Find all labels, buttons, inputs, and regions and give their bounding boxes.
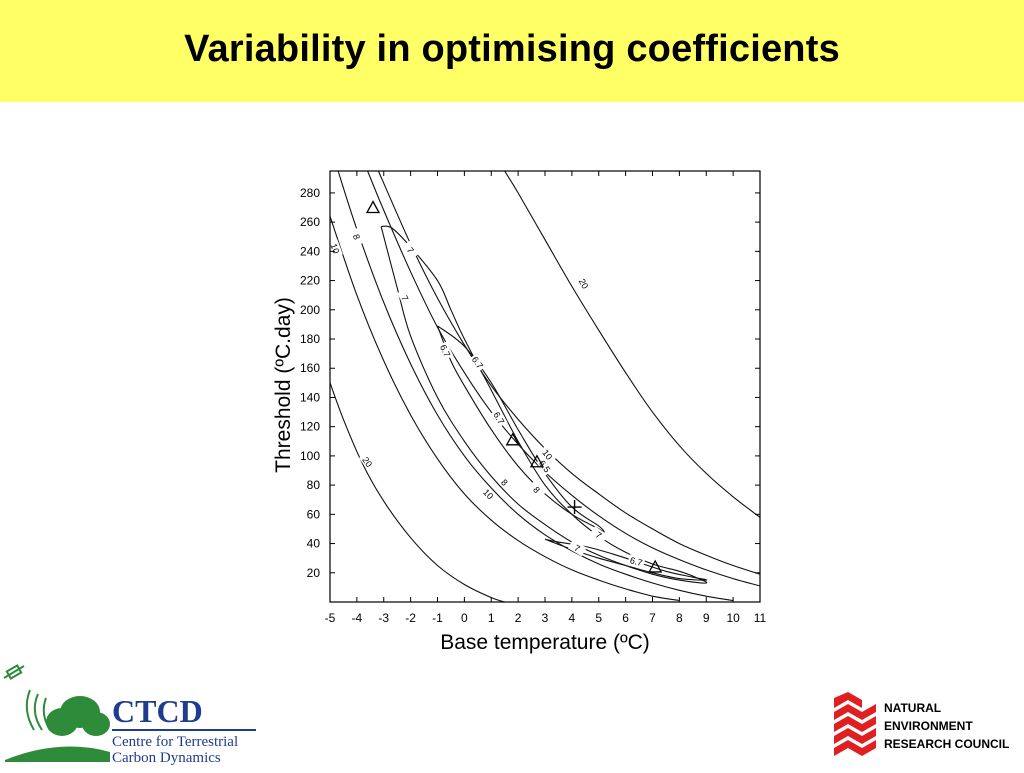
contour-label-bg: [479, 484, 498, 504]
contour-line-6-7: [436, 325, 605, 533]
y-tick-label: 160: [300, 361, 320, 375]
ctcd-name: CTCD: [112, 693, 203, 729]
contour-line-7: [380, 225, 708, 584]
nerc-line3: RESEARCH COUNCIL: [884, 737, 1009, 751]
contour-label-bg: [527, 480, 546, 499]
contour-line-10: [377, 171, 760, 575]
contour-label-bg: [397, 288, 414, 308]
x-tick-label: -3: [378, 611, 389, 625]
contour-label: 6.7: [438, 343, 452, 359]
triangle-marker: [505, 432, 520, 446]
satellite-icon: [3, 664, 25, 680]
contour-line-20: [504, 171, 760, 518]
y-tick-label: 120: [300, 420, 320, 434]
contour-label-bg: [538, 445, 557, 464]
nerc-logo: NATURAL ENVIRONMENT RESEARCH COUNCIL: [828, 690, 1024, 760]
ctcd-logo: CTCD Centre for Terrestrial Carbon Dynam…: [0, 660, 270, 768]
x-tick-label: 5: [595, 611, 602, 625]
x-tick-label: -1: [432, 611, 443, 625]
x-tick-label: 10: [726, 611, 740, 625]
x-tick-label: 3: [542, 611, 549, 625]
contour-label: 20: [360, 455, 374, 469]
title-bar: Variability in optimising coefficients: [0, 0, 1024, 102]
contour-label: 7: [399, 294, 410, 303]
y-tick-label: 80: [307, 478, 321, 492]
slide-title: Variability in optimising coefficients: [184, 28, 840, 70]
contour-line-8: [367, 171, 760, 587]
x-tick-label: 0: [461, 611, 468, 625]
y-tick-label: 200: [300, 303, 320, 317]
contour-label-bg: [401, 240, 420, 260]
nerc-line2: ENVIRONMENT: [884, 719, 973, 733]
ctcd-line2: Carbon Dynamics: [112, 750, 221, 766]
y-tick-label: 180: [300, 332, 320, 346]
y-tick-label: 140: [300, 390, 320, 404]
ctcd-line1: Centre for Terrestrial: [112, 734, 238, 750]
contour-label-bg: [589, 526, 609, 544]
y-tick-label: 60: [307, 507, 321, 521]
y-axis-label: Threshold (ºC.day): [272, 297, 295, 473]
contour-label: 8: [499, 477, 510, 488]
contour-label-bg: [358, 452, 377, 472]
contour-label-bg: [327, 239, 343, 258]
triangle-marker: [648, 559, 663, 573]
contour-line-20: [330, 382, 505, 602]
contour-label-bg: [349, 227, 365, 246]
y-tick-label: 240: [300, 244, 320, 258]
contour-label-bg: [495, 473, 514, 492]
y-tick-label: 20: [307, 566, 321, 580]
contour-label: 7: [405, 245, 416, 255]
contour-label: 10: [481, 487, 495, 501]
contour-label-bg: [469, 352, 487, 372]
x-axis-label: Base temperature (ºC): [440, 631, 650, 654]
contour-line-8: [337, 171, 734, 602]
triangle-marker: [529, 454, 545, 468]
nerc-line1: NATURAL: [884, 701, 941, 715]
y-tick-label: 260: [300, 215, 320, 229]
contour-label: 20: [577, 277, 591, 291]
contour-label-bg: [575, 274, 593, 293]
nerc-zigzag-icon: [834, 692, 876, 756]
x-tick-label: 11: [754, 611, 767, 625]
ctcd-emblem: CTCD Centre for Terrestrial Carbon Dynam…: [3, 664, 256, 766]
x-tick-label: 8: [676, 611, 683, 625]
x-tick-label: 2: [515, 611, 522, 625]
contour-label: 8: [351, 233, 362, 241]
contour-label: 6.7: [629, 555, 644, 568]
contour-label: 7: [572, 543, 581, 554]
contour-label-bg: [437, 341, 454, 361]
contour-label: 8: [531, 485, 542, 495]
contour-label: 7: [594, 530, 604, 541]
y-tick-label: 100: [300, 449, 320, 463]
y-tick-label: 280: [300, 186, 320, 200]
contour-line-6-7: [544, 538, 708, 581]
x-tick-label: -4: [352, 611, 363, 625]
nerc-emblem: NATURAL ENVIRONMENT RESEARCH COUNCIL: [834, 692, 1009, 756]
triangle-marker: [365, 200, 381, 214]
y-tick-label: 40: [307, 537, 321, 551]
x-tick-label: 9: [703, 611, 710, 625]
trees-icon: [5, 696, 110, 762]
x-tick-label: -5: [325, 611, 336, 625]
x-tick-label: 4: [569, 611, 576, 625]
x-tick-label: 7: [649, 611, 656, 625]
x-tick-label: 1: [488, 611, 495, 625]
contour-label-bg: [567, 539, 587, 557]
contour-label-bg: [627, 554, 646, 568]
contour-line-10: [330, 216, 680, 602]
cross-marker: [567, 500, 582, 515]
y-tick-label: 220: [300, 274, 320, 288]
contour-label-bg: [490, 408, 508, 428]
x-tick-label: -2: [405, 611, 416, 625]
x-tick-label: 6: [622, 611, 629, 625]
